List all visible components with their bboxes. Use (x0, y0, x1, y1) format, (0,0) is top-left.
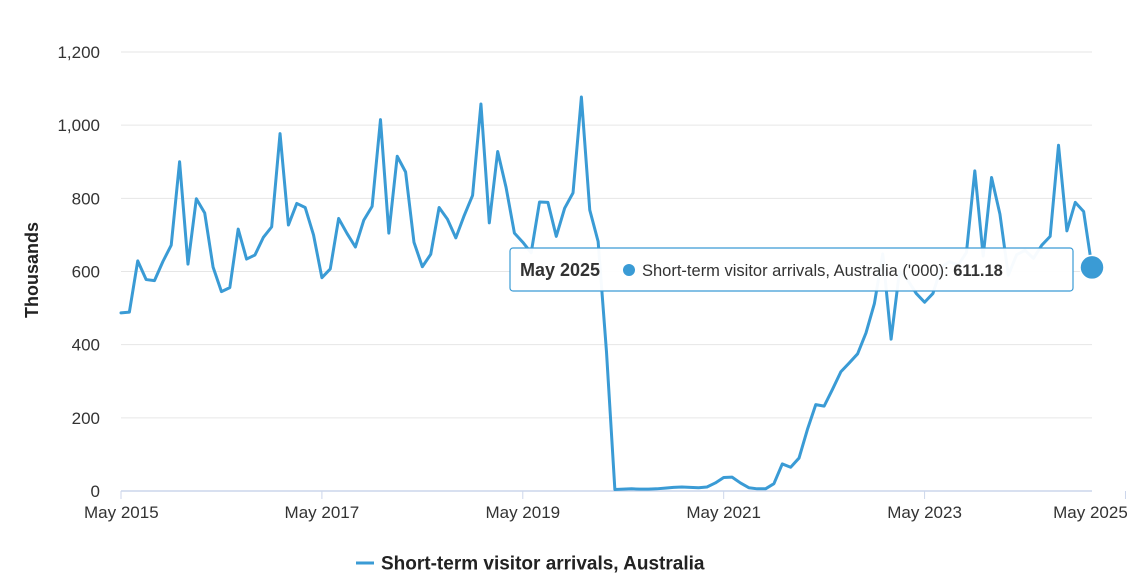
legend-label: Short-term visitor arrivals, Australia (381, 554, 705, 575)
y-axis-title: Thousands (22, 222, 42, 318)
legend[interactable]: Short-term visitor arrivals, Australia (356, 554, 705, 575)
x-tick-label: May 2023 (887, 503, 962, 522)
tooltip-date: May 2025 (520, 260, 600, 280)
tooltip-text: Short-term visitor arrivals, Australia (… (642, 262, 1003, 280)
y-axis-tick-labels: 0 200 400 600 800 1,000 1,200 (57, 43, 100, 501)
x-tick-label: May 2019 (485, 503, 560, 522)
y-tick-label: 1,000 (57, 116, 100, 135)
x-tick-label: May 2015 (84, 503, 159, 522)
tooltip-series-label: Short-term visitor arrivals, Australia (… (642, 262, 953, 280)
tooltip-series-marker-icon (623, 264, 635, 276)
x-tick-label: May 2025 (1053, 503, 1127, 522)
tooltip: May 2025 Short-term visitor arrivals, Au… (509, 247, 1074, 292)
series-layer (119, 95, 1094, 492)
x-tick-label: May 2021 (686, 503, 761, 522)
tooltip-box (509, 247, 1074, 292)
y-tick-label: 1,200 (57, 43, 100, 62)
y-tick-label: 800 (72, 189, 100, 208)
y-tick-label: 0 (91, 482, 100, 501)
hover-marker-layer (1079, 254, 1105, 281)
series-line (119, 95, 1094, 492)
y-tick-label: 400 (72, 336, 100, 355)
x-axis: May 2015 May 2017 May 2019 May 2021 May 2023… (84, 490, 1127, 522)
tooltip-value: 611.18 (953, 262, 1003, 280)
y-tick-label: 200 (72, 409, 100, 428)
x-tick-label: May 2017 (285, 503, 360, 522)
y-tick-label: 600 (72, 263, 100, 282)
hover-point-marker[interactable] (1079, 254, 1105, 281)
